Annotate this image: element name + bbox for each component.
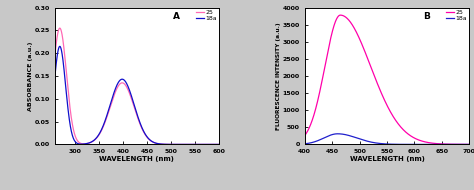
Line: 25: 25: [305, 15, 469, 144]
25: [51, 68, 56, 70]
25: [466, 143, 472, 146]
18a: [302, 143, 308, 145]
18a: [466, 143, 472, 146]
18a: [57, 45, 63, 48]
Line: 18a: 18a: [54, 46, 219, 144]
25: [302, 135, 308, 137]
25: [446, 143, 451, 145]
18a: [195, 143, 201, 146]
18a: [121, 79, 127, 81]
25: [463, 143, 469, 146]
18a: [216, 143, 222, 146]
25: [121, 83, 127, 85]
X-axis label: WAVELENGTH (nm): WAVELENGTH (nm): [100, 156, 174, 162]
Text: A: A: [173, 12, 180, 21]
18a: [320, 137, 326, 139]
18a: [330, 133, 336, 135]
25: [365, 58, 371, 60]
18a: [365, 140, 371, 142]
Legend: 25, 18a: 25, 18a: [196, 9, 218, 22]
25: [216, 143, 222, 146]
Y-axis label: ABSORBANCE (a.u.): ABSORBANCE (a.u.): [28, 41, 33, 111]
18a: [213, 143, 219, 146]
Line: 18a: 18a: [305, 134, 469, 144]
25: [330, 27, 336, 29]
25: [372, 76, 378, 79]
18a: [70, 135, 75, 137]
18a: [80, 143, 85, 145]
Text: B: B: [423, 12, 430, 21]
25: [337, 14, 343, 16]
18a: [335, 133, 340, 135]
25: [213, 143, 219, 146]
25: [80, 142, 85, 145]
25: [70, 124, 75, 126]
Legend: 25, 18a: 25, 18a: [446, 9, 468, 22]
X-axis label: WAVELENGTH (nm): WAVELENGTH (nm): [349, 156, 424, 162]
18a: [446, 143, 451, 146]
Line: 25: 25: [54, 28, 219, 144]
25: [114, 87, 120, 89]
18a: [372, 142, 378, 144]
18a: [51, 89, 56, 91]
18a: [463, 143, 469, 146]
25: [320, 73, 326, 75]
25: [195, 143, 201, 146]
25: [57, 27, 63, 29]
Y-axis label: FLUORESCENCE INTENSITY (a.u.): FLUORESCENCE INTENSITY (a.u.): [276, 22, 281, 130]
18a: [114, 84, 120, 86]
